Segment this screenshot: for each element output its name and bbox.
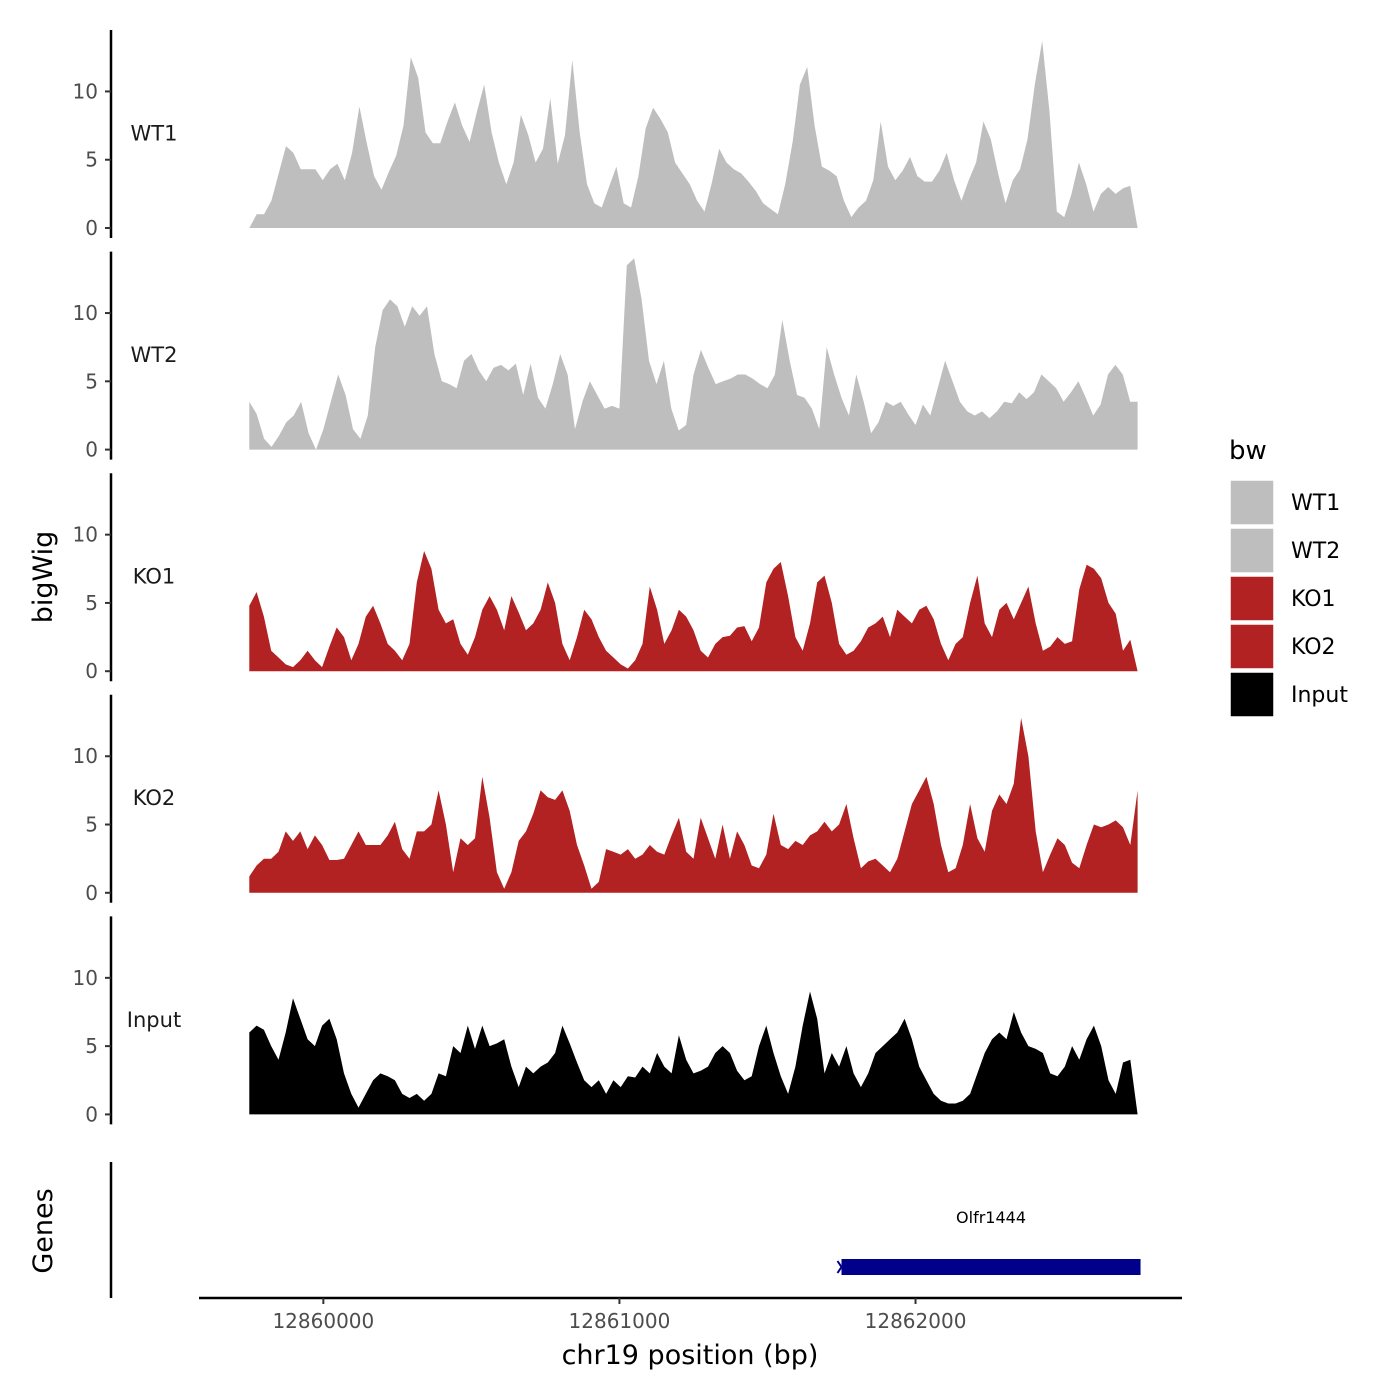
y-tick-label: 0 <box>85 438 98 462</box>
y-tick-label: 5 <box>85 591 98 615</box>
track-wt2-area <box>249 258 1138 450</box>
track-wt1: 0 5 10 WT1 <box>73 30 1138 240</box>
gene-body <box>841 1259 1141 1275</box>
y-tick-label: 10 <box>73 79 98 103</box>
track-ko1-area <box>249 551 1138 672</box>
y-tick-label: 10 <box>73 744 98 768</box>
track-wt1-area <box>249 40 1138 229</box>
x-tick-label: 12862000 <box>865 1309 967 1333</box>
legend-label-input: Input <box>1291 683 1348 708</box>
y-tick-label: 10 <box>73 301 98 325</box>
legend-label-wt2: WT2 <box>1291 539 1340 564</box>
track-label: KO1 <box>133 565 176 589</box>
legend-key-wt1 <box>1229 479 1275 526</box>
track-label: KO2 <box>133 786 176 810</box>
legend-key-wt2 <box>1229 527 1275 574</box>
track-input: 0 5 10 Input <box>73 916 1138 1126</box>
y-tick-label: 10 <box>73 523 98 547</box>
legend-key-input <box>1229 671 1275 718</box>
track-wt2: 0 5 10 WT2 <box>73 251 1138 462</box>
x-axis: chr19 position (bp) 12860000 12861000 1286… <box>199 1296 1182 1371</box>
gene-label: Olfr1444 <box>956 1208 1026 1227</box>
y-tick-label: 5 <box>85 1034 98 1058</box>
y-tick-label: 0 <box>85 659 98 683</box>
y-tick-label: 0 <box>85 216 98 240</box>
y-tick-label: 0 <box>85 881 98 905</box>
legend-key-ko1 <box>1229 575 1275 622</box>
genes-track-label: Genes <box>28 1188 59 1273</box>
y-tick-label: 10 <box>73 966 98 990</box>
x-tick-label: 12860000 <box>272 1309 374 1333</box>
gene-strand-marker <box>836 1260 847 1274</box>
signal-tracks: 0 5 10 WT1 0 5 10 WT2 0 5 10 KO1 0 5 10 KO2 0 5 10 Input <box>73 30 1138 1126</box>
legend-label-ko2: KO2 <box>1291 635 1336 660</box>
track-label: Input <box>127 1008 181 1032</box>
legend-title: bw <box>1229 436 1267 466</box>
track-input-area <box>249 991 1138 1115</box>
track-ko2-area <box>249 718 1138 893</box>
track-ko2: 0 5 10 KO2 <box>73 694 1138 905</box>
track-ko1: 0 5 10 KO1 <box>73 473 1138 683</box>
x-tick-label: 12861000 <box>569 1309 671 1333</box>
y-tick-label: 0 <box>85 1102 98 1126</box>
legend-label-wt1: WT1 <box>1291 491 1340 516</box>
y-axis-title: bigWig <box>28 531 59 624</box>
track-label: WT2 <box>131 343 178 367</box>
legend-label-ko1: KO1 <box>1291 587 1336 612</box>
legend-key-ko2 <box>1229 623 1275 670</box>
x-axis-title: chr19 position (bp) <box>562 1340 819 1371</box>
track-label: WT1 <box>131 121 178 145</box>
y-tick-label: 5 <box>85 813 98 837</box>
legend: bw WT1 WT2 KO1 KO2 Input <box>1229 436 1348 718</box>
genes-track: Genes Olfr1444 <box>28 1162 1141 1298</box>
y-tick-label: 5 <box>85 148 98 172</box>
y-tick-label: 5 <box>85 369 98 393</box>
